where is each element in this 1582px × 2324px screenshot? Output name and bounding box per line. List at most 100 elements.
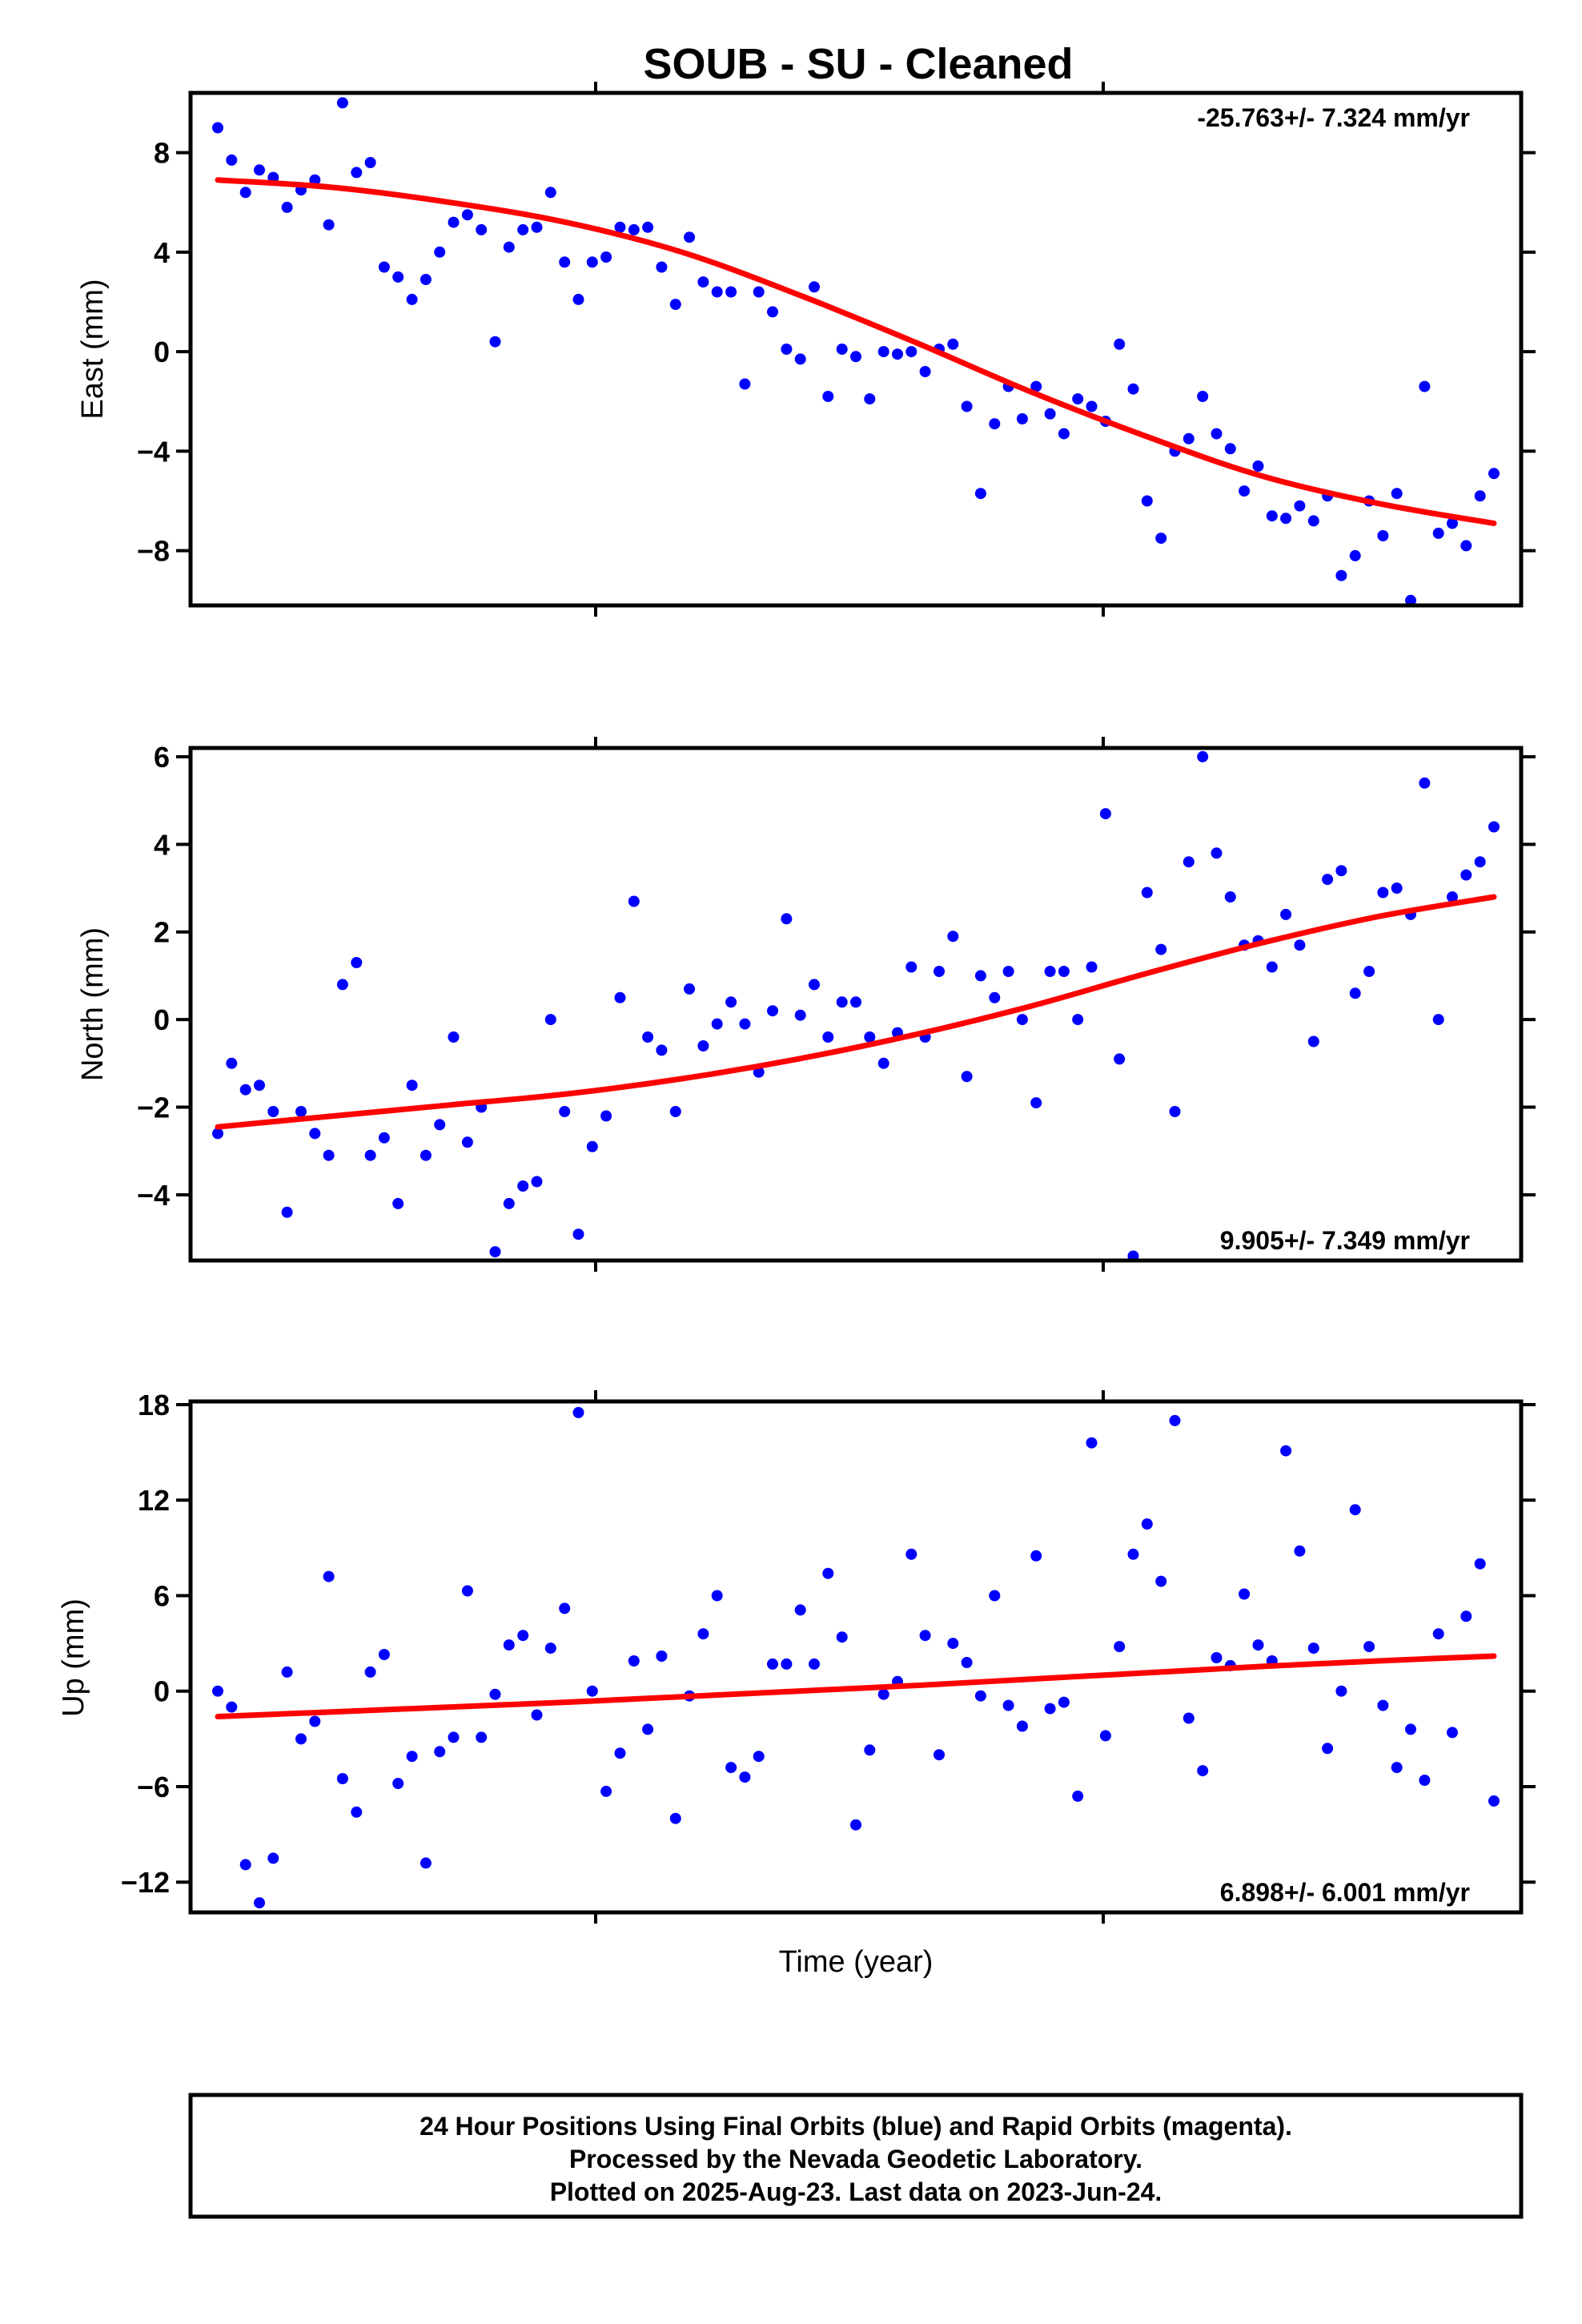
east-frame <box>188 90 1524 608</box>
north-data-point <box>1460 869 1472 881</box>
up-data-point <box>961 1657 973 1668</box>
east-data-point <box>919 366 931 377</box>
north-data-point <box>1182 856 1195 868</box>
up-data-point <box>794 1604 806 1616</box>
east-data-point <box>947 338 959 350</box>
north-data-point <box>1224 891 1236 903</box>
east-data-point <box>517 223 529 235</box>
up-data-point <box>226 1701 238 1713</box>
north-data-point <box>628 895 640 907</box>
north-data-point <box>1294 939 1306 951</box>
north-data-point <box>1377 887 1389 899</box>
north-data-point <box>295 1106 307 1117</box>
east-data-point <box>877 346 889 358</box>
east-data-point <box>434 246 446 258</box>
east-data-point <box>336 97 348 109</box>
east-data-point <box>586 256 598 268</box>
up-data-point <box>1127 1548 1139 1560</box>
north-data-point <box>1307 1035 1319 1047</box>
east-data-point <box>239 187 251 199</box>
up-data-point <box>1252 1639 1264 1651</box>
north-data-point <box>642 1031 654 1043</box>
up-plot-area: 18 12 6 0 −6 −12 <box>121 1389 1536 1924</box>
north-data-point <box>239 1084 251 1096</box>
north-data-point <box>420 1149 432 1161</box>
up-data-point <box>1405 1723 1416 1735</box>
north-data-point <box>281 1206 293 1218</box>
up-data-point <box>1030 1550 1042 1562</box>
east-data-point <box>309 174 321 186</box>
north-data-point <box>1211 847 1223 859</box>
east-data-point <box>1280 513 1292 525</box>
up-data-point <box>877 1688 889 1700</box>
east-data-point <box>1072 393 1084 405</box>
north-plot-area: 6 4 2 0 −2 −4 <box>137 737 1536 1272</box>
up-data-point <box>1419 1775 1431 1786</box>
up-ytick-label: 18 <box>138 1389 170 1421</box>
east-data-point <box>684 231 696 243</box>
up-data-point <box>420 1857 432 1869</box>
east-data-point <box>656 261 668 273</box>
north-data-point <box>1391 883 1403 894</box>
footer-box: 24 Hour Positions Using Final Orbits (bl… <box>188 2093 1524 2219</box>
up-data-point <box>989 1590 1001 1602</box>
footer-line-2: Processed by the Nevada Geodetic Laborat… <box>569 2145 1142 2173</box>
up-data-point <box>336 1773 348 1784</box>
east-data-point <box>1432 527 1444 539</box>
north-data-point <box>1016 1014 1028 1026</box>
east-data-point <box>781 344 793 355</box>
up-data-point <box>281 1666 293 1678</box>
east-y-axis-label: East (mm) <box>76 279 110 419</box>
east-data-point <box>1447 517 1458 529</box>
up-data-point <box>364 1666 376 1678</box>
up-data-point <box>489 1688 501 1700</box>
east-data-point <box>822 391 834 402</box>
east-data-point <box>989 418 1001 430</box>
up-data-point <box>1086 1437 1098 1449</box>
north-data-point <box>351 957 363 968</box>
figure-title: SOUB - SU - Cleaned <box>643 40 1073 88</box>
up-data-point <box>1474 1558 1486 1570</box>
north-data-point <box>559 1106 571 1117</box>
north-data-point <box>711 1018 723 1030</box>
up-data-point <box>1239 1588 1251 1600</box>
up-data-point <box>628 1655 640 1667</box>
up-data-point <box>739 1771 751 1783</box>
up-data-point <box>1099 1730 1111 1742</box>
east-data-point <box>1155 533 1167 545</box>
up-data-point <box>1197 1765 1209 1777</box>
east-data-point <box>1127 383 1139 395</box>
east-data-point <box>406 293 418 305</box>
north-data-point <box>1474 856 1486 868</box>
east-data-point <box>1252 460 1264 472</box>
north-data-point <box>697 1040 709 1051</box>
up-ytick-label: 0 <box>154 1675 170 1708</box>
east-data-point <box>1182 432 1195 444</box>
north-data-point <box>767 1005 778 1017</box>
north-data-point <box>212 1128 223 1140</box>
up-data-point <box>1211 1652 1223 1663</box>
north-data-point <box>989 991 1001 1003</box>
north-data-point <box>974 970 986 982</box>
north-ytick-label: −4 <box>137 1179 170 1212</box>
up-data-point <box>1141 1518 1153 1530</box>
north-data-point <box>781 913 793 925</box>
north-data-point <box>1322 874 1334 886</box>
up-panel: 18 12 6 0 −6 −12 Up (mm) 6.898+/- 6.001 mm/yr <box>57 1389 1536 1924</box>
north-data-point <box>226 1057 238 1069</box>
footer-line-3: Plotted on 2025-Aug-23. Last data on 202… <box>550 2177 1162 2206</box>
up-data-point <box>614 1747 626 1759</box>
up-data-point <box>378 1649 390 1660</box>
up-data-point <box>822 1567 834 1579</box>
north-data-point <box>669 1106 681 1117</box>
east-data-point <box>809 281 820 293</box>
east-panel: 8 4 0 −4 −8 East (mm) -25.763+/- 7.324 mm/yr <box>76 82 1536 617</box>
north-data-point <box>448 1031 460 1043</box>
north-data-point <box>684 983 696 995</box>
east-data-point <box>974 488 986 500</box>
east-data-point <box>448 216 460 228</box>
up-data-point <box>1280 1445 1292 1457</box>
north-data-point <box>1086 961 1098 973</box>
east-data-point <box>1488 468 1500 480</box>
